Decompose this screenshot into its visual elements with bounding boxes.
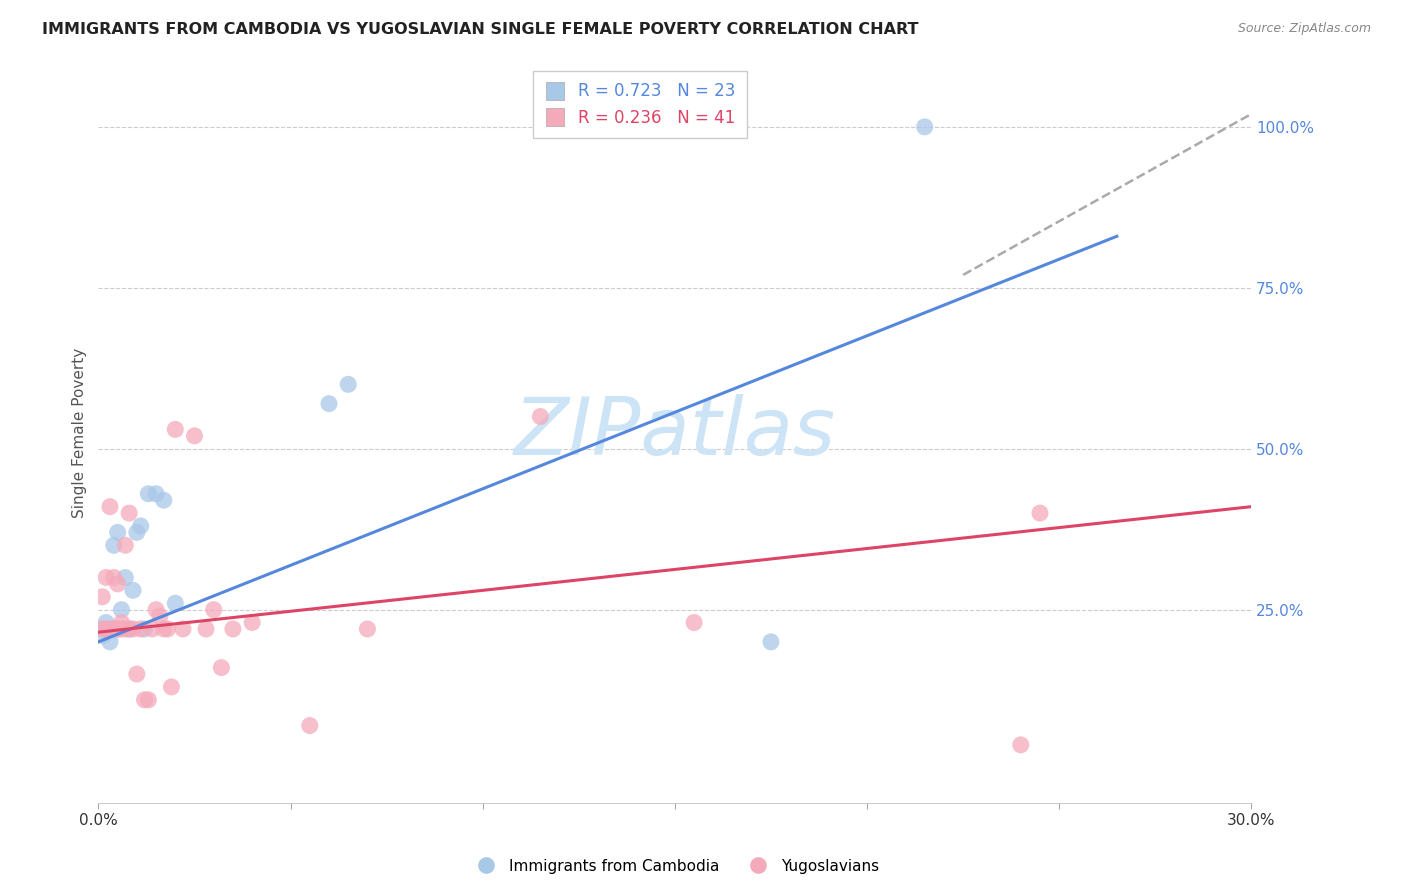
- Y-axis label: Single Female Poverty: Single Female Poverty: [72, 348, 87, 517]
- Point: [165, 596, 187, 610]
- Point: [145, 487, 167, 501]
- Point: [1010, 738, 1032, 752]
- Point: [107, 577, 129, 591]
- Point: [114, 570, 136, 584]
- Point: [138, 487, 160, 501]
- Point: [298, 718, 321, 732]
- Point: [183, 429, 205, 443]
- Point: [683, 615, 706, 630]
- Point: [114, 622, 136, 636]
- Point: [91, 628, 114, 642]
- Point: [337, 377, 360, 392]
- Point: [98, 500, 121, 514]
- Point: [152, 622, 174, 636]
- Point: [91, 622, 114, 636]
- Point: [94, 570, 117, 584]
- Point: [134, 622, 156, 636]
- Text: ZIPatlas: ZIPatlas: [513, 393, 837, 472]
- Point: [110, 615, 132, 630]
- Point: [98, 635, 121, 649]
- Point: [94, 622, 117, 636]
- Point: [529, 409, 551, 424]
- Point: [129, 622, 152, 636]
- Point: [114, 538, 136, 552]
- Point: [172, 622, 194, 636]
- Point: [125, 525, 148, 540]
- Point: [122, 583, 145, 598]
- Point: [107, 622, 129, 636]
- Point: [195, 622, 218, 636]
- Point: [103, 570, 125, 584]
- Point: [122, 622, 145, 636]
- Point: [202, 602, 225, 616]
- Point: [1029, 506, 1052, 520]
- Point: [222, 622, 245, 636]
- Point: [209, 660, 232, 674]
- Point: [118, 622, 141, 636]
- Point: [98, 622, 121, 636]
- Point: [107, 622, 129, 636]
- Point: [141, 622, 163, 636]
- Point: [125, 667, 148, 681]
- Point: [240, 615, 263, 630]
- Point: [118, 506, 141, 520]
- Point: [759, 635, 782, 649]
- Point: [152, 493, 174, 508]
- Point: [103, 622, 125, 636]
- Point: [356, 622, 378, 636]
- Point: [118, 622, 141, 636]
- Point: [110, 622, 132, 636]
- Point: [94, 615, 117, 630]
- Legend: R = 0.723   N = 23, R = 0.236   N = 41: R = 0.723 N = 23, R = 0.236 N = 41: [533, 70, 748, 138]
- Point: [91, 590, 114, 604]
- Point: [110, 602, 132, 616]
- Point: [129, 519, 152, 533]
- Text: Source: ZipAtlas.com: Source: ZipAtlas.com: [1237, 22, 1371, 36]
- Point: [156, 622, 179, 636]
- Point: [165, 422, 187, 436]
- Point: [149, 609, 172, 624]
- Point: [318, 397, 340, 411]
- Point: [145, 602, 167, 616]
- Point: [94, 622, 117, 636]
- Point: [103, 538, 125, 552]
- Point: [103, 622, 125, 636]
- Point: [160, 680, 183, 694]
- Point: [134, 693, 156, 707]
- Point: [914, 120, 936, 134]
- Text: IMMIGRANTS FROM CAMBODIA VS YUGOSLAVIAN SINGLE FEMALE POVERTY CORRELATION CHART: IMMIGRANTS FROM CAMBODIA VS YUGOSLAVIAN …: [42, 22, 918, 37]
- Point: [138, 693, 160, 707]
- Legend: Immigrants from Cambodia, Yugoslavians: Immigrants from Cambodia, Yugoslavians: [465, 853, 884, 880]
- Point: [107, 525, 129, 540]
